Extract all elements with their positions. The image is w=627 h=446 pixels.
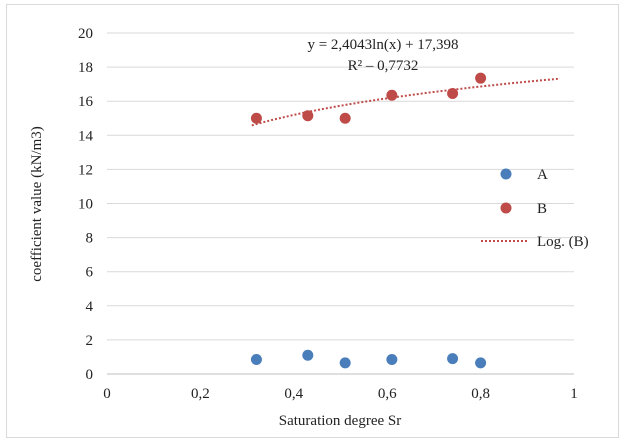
point-b-1: [250, 112, 262, 124]
point-b-4: [386, 89, 398, 101]
legend-marker-a: [500, 168, 512, 180]
x-tick-label: 0: [103, 386, 111, 402]
point-a-3: [339, 357, 351, 369]
y-axis-title: coefficient value (kN/m3): [29, 126, 45, 282]
x-tick-labels: 0 0,2 0,4 0,6 0,8 1: [103, 386, 578, 402]
point-a-2: [302, 349, 314, 361]
point-a-5: [447, 353, 459, 365]
chart-frame: [6, 4, 619, 438]
trend-r-squared: R² – 0,7732: [348, 58, 419, 74]
x-tick-label: 1: [570, 386, 578, 402]
x-tick-label: 0,8: [471, 386, 490, 402]
point-b-2: [302, 110, 314, 122]
y-tick-label: 12: [78, 162, 93, 178]
point-b-6: [475, 72, 487, 84]
point-a-6: [475, 357, 487, 369]
y-tick-label: 4: [86, 299, 94, 315]
trend-equation: y = 2,4043ln(x) + 17,398: [307, 37, 458, 53]
y-tick-label: 2: [86, 333, 94, 349]
point-b-5: [447, 88, 459, 100]
legend: A B Log. (B): [481, 167, 589, 250]
legend-marker-b: [500, 202, 512, 214]
y-tick-label: 6: [86, 265, 94, 281]
y-tick-label: 14: [78, 128, 94, 144]
trendline-log-b: [251, 77, 561, 127]
point-a-4: [386, 354, 398, 366]
data-points: [250, 72, 487, 369]
y-tick-label: 0: [86, 367, 94, 383]
x-tick-label: 0,4: [284, 386, 303, 402]
legend-label-b: B: [537, 201, 547, 217]
x-tick-label: 0,6: [378, 386, 397, 402]
y-tick-label: 8: [86, 231, 94, 247]
grid-lines: [107, 32, 574, 375]
y-tick-label: 10: [78, 197, 93, 213]
y-tick-label: 20: [78, 26, 93, 42]
legend-label-a: A: [537, 167, 548, 183]
point-b-3: [339, 112, 351, 124]
point-a-1: [250, 354, 262, 366]
x-tick-label: 0,2: [191, 386, 210, 402]
y-tick-labels: 0 2 4 6 8 10 12 14 16 18 20: [78, 26, 94, 383]
legend-label-log-b: Log. (B): [537, 234, 589, 250]
y-tick-label: 16: [78, 94, 94, 110]
x-axis-title: Saturation degree Sr: [279, 413, 401, 429]
y-tick-label: 18: [78, 60, 93, 76]
